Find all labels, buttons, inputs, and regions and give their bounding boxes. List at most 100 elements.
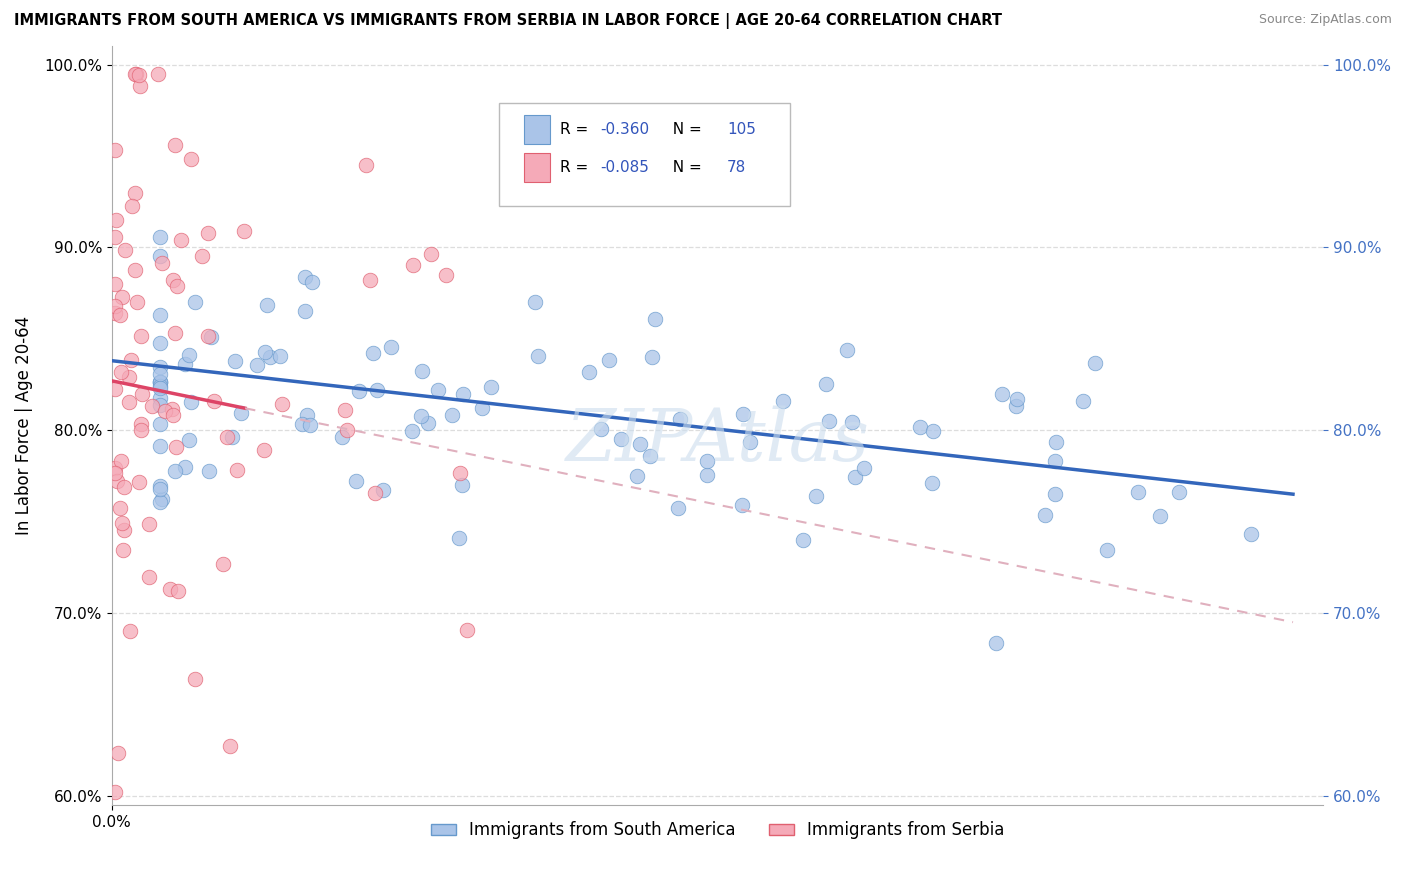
Point: [419, 246, 441, 260]
Text: 105: 105: [727, 122, 756, 137]
Point: [449, 531, 471, 545]
Point: [253, 442, 276, 457]
Point: [844, 470, 866, 484]
Point: [523, 294, 546, 309]
Text: N =: N =: [664, 122, 707, 137]
Point: [215, 430, 238, 444]
Point: [792, 533, 814, 548]
Point: [149, 360, 172, 375]
Point: [152, 492, 174, 507]
Point: [347, 384, 370, 398]
Point: [104, 785, 127, 799]
Point: [696, 467, 718, 482]
Point: [218, 739, 240, 754]
Point: [108, 308, 131, 322]
Point: [149, 250, 172, 264]
Point: [165, 440, 187, 454]
Point: [644, 312, 666, 326]
Point: [177, 433, 200, 447]
Point: [184, 672, 207, 686]
Point: [149, 482, 172, 496]
Point: [149, 368, 172, 382]
Point: [174, 357, 197, 371]
Point: [806, 489, 828, 503]
Point: [335, 402, 357, 417]
Point: [129, 424, 152, 438]
Point: [991, 387, 1014, 401]
Point: [401, 424, 423, 438]
Point: [291, 417, 314, 431]
Point: [111, 543, 134, 558]
Point: [114, 243, 136, 257]
Point: [128, 475, 150, 490]
Point: [118, 370, 141, 384]
Point: [138, 516, 160, 531]
Point: [1149, 508, 1171, 523]
Point: [259, 350, 281, 364]
Point: [589, 422, 612, 436]
Text: N =: N =: [664, 161, 707, 176]
Point: [129, 79, 152, 94]
Point: [772, 393, 794, 408]
Point: [359, 272, 381, 286]
Point: [138, 569, 160, 583]
Y-axis label: In Labor Force | Age 20-64: In Labor Force | Age 20-64: [15, 316, 32, 535]
Point: [330, 430, 353, 444]
Point: [1043, 487, 1066, 501]
Point: [149, 230, 172, 244]
Point: [107, 474, 129, 488]
Point: [578, 365, 600, 379]
Point: [221, 430, 243, 444]
FancyBboxPatch shape: [523, 115, 550, 144]
Point: [104, 299, 127, 313]
Point: [125, 67, 148, 81]
Point: [120, 624, 142, 638]
Point: [160, 402, 183, 417]
Point: [527, 349, 550, 363]
Point: [609, 432, 631, 446]
Point: [167, 583, 190, 598]
FancyBboxPatch shape: [523, 153, 550, 182]
Point: [253, 345, 276, 359]
Point: [141, 400, 163, 414]
Point: [226, 463, 249, 477]
Point: [853, 461, 876, 475]
Point: [165, 138, 187, 153]
Point: [149, 376, 172, 390]
Point: [411, 409, 433, 424]
Point: [155, 404, 177, 418]
Point: [1095, 543, 1118, 558]
Point: [104, 461, 127, 475]
Point: [354, 158, 377, 172]
Point: [149, 375, 172, 389]
Point: [270, 397, 292, 411]
Point: [418, 416, 440, 430]
Point: [921, 475, 943, 490]
Point: [180, 152, 202, 166]
Point: [124, 67, 146, 81]
Point: [638, 450, 661, 464]
Point: [229, 406, 252, 420]
Point: [162, 408, 184, 422]
Text: ZIPAtlas: ZIPAtlas: [565, 406, 869, 476]
Point: [224, 354, 246, 368]
Point: [641, 350, 664, 364]
Point: [256, 298, 278, 312]
Point: [104, 277, 127, 291]
Point: [233, 223, 256, 237]
Point: [301, 275, 323, 289]
Point: [124, 263, 146, 277]
Point: [299, 417, 322, 432]
Point: [294, 269, 316, 284]
Point: [162, 272, 184, 286]
Point: [1071, 393, 1094, 408]
Point: [180, 394, 202, 409]
Point: [598, 353, 620, 368]
Legend: Immigrants from South America, Immigrants from Serbia: Immigrants from South America, Immigrant…: [425, 814, 1011, 846]
Point: [910, 420, 932, 434]
Point: [149, 439, 172, 453]
Point: [815, 377, 838, 392]
Point: [1045, 435, 1067, 450]
Text: -0.360: -0.360: [600, 122, 650, 137]
Point: [190, 249, 212, 263]
